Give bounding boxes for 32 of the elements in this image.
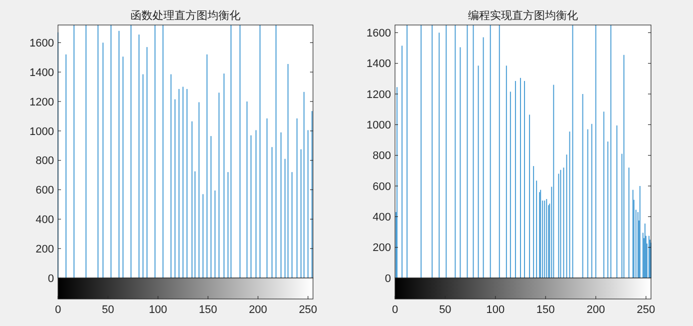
chart-title: 函数处理直方图均衡化 [130,9,240,22]
x-tick-label: 200 [586,304,605,316]
y-tick-label: 0 [48,272,54,285]
y-tick-label: 1200 [366,88,391,101]
x-tick-label: 0 [54,304,62,316]
x-tick-label: 150 [536,304,555,316]
x-tick-label: 250 [298,304,318,316]
y-tick-label: 800 [36,155,54,168]
x-tick-label: 150 [198,304,218,316]
y-tick-label: 600 [36,184,54,197]
y-tick-label: 1400 [366,58,391,70]
x-tick-label: 100 [486,304,505,316]
x-tick-label: 50 [439,304,452,316]
x-tick-label: 50 [102,304,114,316]
y-tick-label: 200 [372,242,391,254]
y-tick-label: 800 [372,150,391,162]
y-tick-label: 1000 [30,126,54,138]
y-tick-label: 1600 [30,38,54,50]
x-tick-label: 0 [392,304,398,316]
y-tick-label: 400 [372,212,391,224]
y-tick-label: 1600 [366,28,391,40]
chart-title: 编程实现直方图均衡化 [468,9,578,22]
y-tick-label: 200 [36,243,54,256]
y-tick-label: 0 [384,272,391,285]
y-tick-label: 1200 [30,96,54,108]
y-tick-label: 1000 [366,120,391,132]
y-tick-label: 600 [372,180,391,193]
x-tick-label: 200 [248,304,268,316]
y-tick-label: 400 [36,214,54,226]
y-tick-label: 1400 [30,66,54,79]
x-tick-label: 100 [148,304,168,316]
x-tick-label: 250 [636,304,656,316]
